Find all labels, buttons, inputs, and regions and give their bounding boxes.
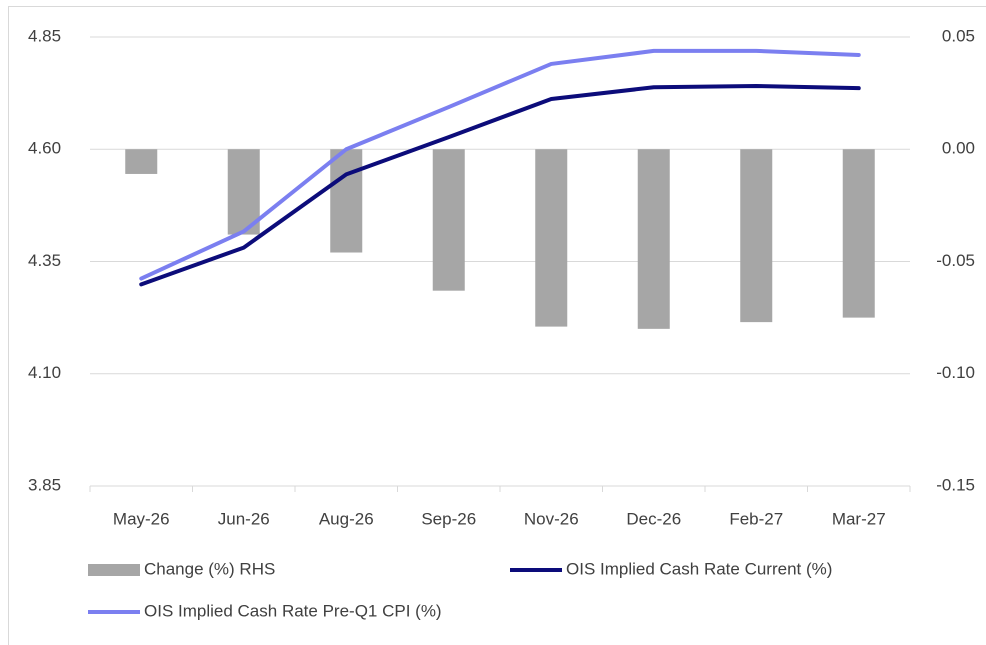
bar	[637, 149, 670, 329]
legend-label: OIS Implied Cash Rate Pre-Q1 CPI (%)	[144, 601, 442, 620]
y2-tick-label: -0.05	[936, 251, 975, 270]
x-tick-label: Dec-26	[626, 509, 681, 528]
y-tick-label: 4.60	[28, 139, 61, 158]
y2-tick-label: -0.15	[936, 475, 975, 494]
legend-label: Change (%) RHS	[144, 559, 275, 578]
x-tick-label: Aug-26	[319, 509, 374, 528]
line	[139, 48, 861, 281]
bar	[125, 149, 158, 174]
bar	[740, 149, 773, 323]
y-tick-label: 3.85	[28, 475, 61, 494]
legend-label: OIS Implied Cash Rate Current (%)	[566, 559, 832, 578]
y2-tick-label: 0.00	[942, 139, 975, 158]
line	[139, 83, 861, 287]
y-tick-label: 4.85	[28, 26, 61, 45]
bar	[330, 149, 363, 253]
bar	[432, 149, 465, 291]
x-tick-label: Jun-26	[218, 509, 270, 528]
x-tick-label: Nov-26	[524, 509, 579, 528]
chart-border	[8, 6, 986, 645]
y-tick-label: 4.10	[28, 363, 61, 382]
legend-swatch	[88, 564, 140, 576]
y-tick-label: 4.35	[28, 251, 61, 270]
x-tick-label: Mar-27	[832, 509, 886, 528]
y2-tick-label: -0.10	[936, 363, 975, 382]
x-tick-label: Feb-27	[729, 509, 783, 528]
bar	[842, 149, 875, 318]
y2-tick-label: 0.05	[942, 26, 975, 45]
x-tick-label: May-26	[113, 509, 170, 528]
x-tick-label: Sep-26	[421, 509, 476, 528]
bar	[535, 149, 568, 327]
